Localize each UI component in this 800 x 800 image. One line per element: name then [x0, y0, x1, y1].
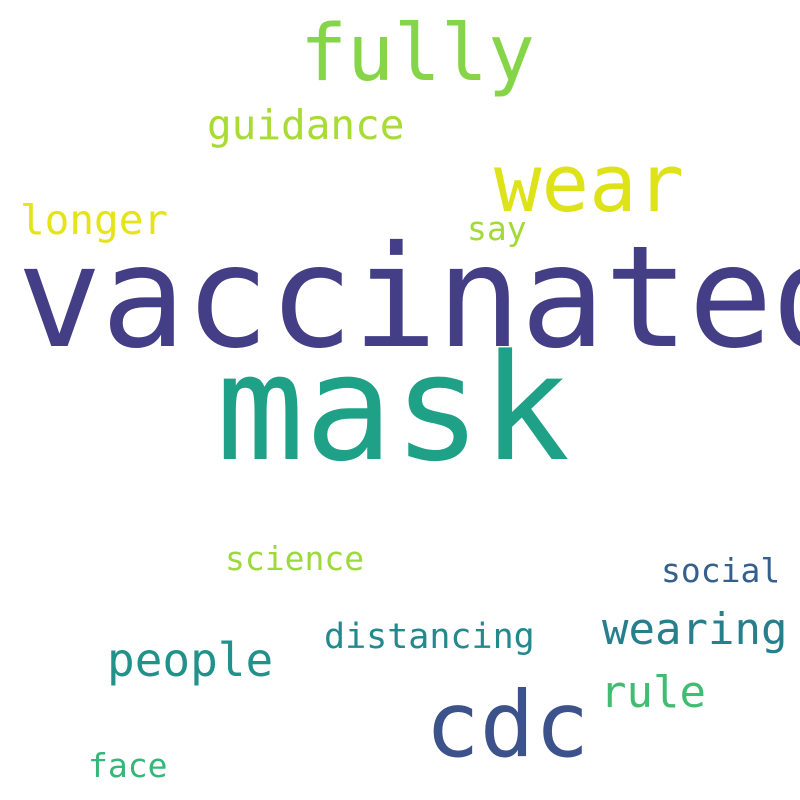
word-longer: longer [20, 196, 169, 244]
word-distancing: distancing [324, 617, 535, 657]
word-fully: fully [300, 9, 535, 99]
word-face: face [88, 746, 168, 785]
word-mask: mask [216, 323, 571, 494]
word-people: people [107, 633, 274, 687]
word-guidance: guidance [207, 101, 405, 149]
word-social: social [661, 551, 781, 590]
word-wearing: wearing [602, 604, 788, 655]
word-rule: rule [600, 667, 706, 718]
word-say: say [467, 209, 527, 248]
word-science: science [225, 539, 365, 578]
word-vaccinated: vaccinated [17, 216, 800, 380]
word-wear: wear [494, 138, 685, 230]
word-cdc: cdc [425, 673, 590, 778]
